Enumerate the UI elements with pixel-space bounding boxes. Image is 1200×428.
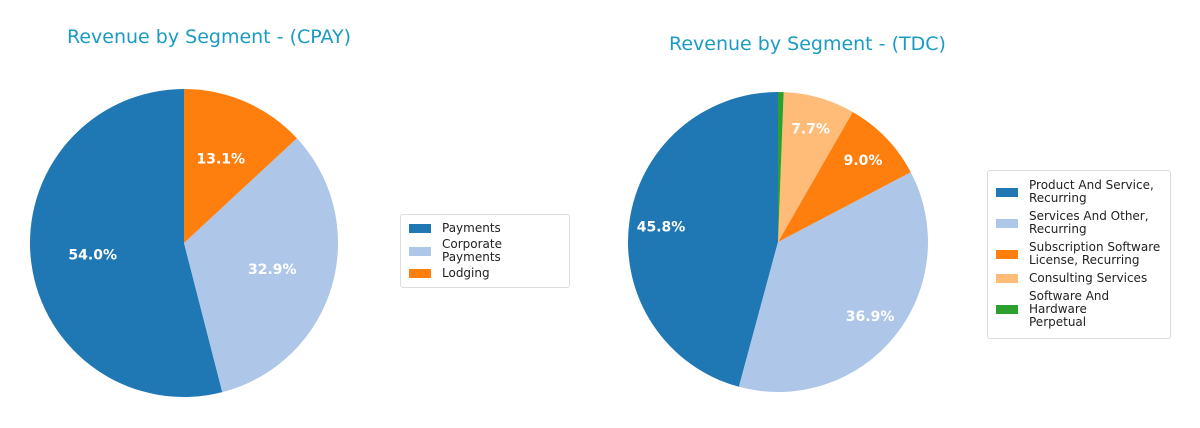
- legend-label: Payments: [442, 221, 501, 235]
- pie-slice: [184, 138, 338, 393]
- legend-label: Services And Other, Recurring: [1029, 209, 1149, 236]
- legend-swatch: [409, 246, 431, 256]
- legend-cpay: Payments Corporate Payments Lodging: [400, 214, 570, 288]
- slice-percent-label: 54.0%: [68, 248, 117, 264]
- pie-slice: [778, 92, 853, 242]
- legend-item: Services And Other, Recurring: [996, 210, 1162, 236]
- legend-item: Payments: [409, 222, 561, 235]
- legend-swatch: [996, 187, 1018, 197]
- slice-percent-label: 9.0%: [844, 153, 883, 169]
- chart-title-tdc: Revenue by Segment - (TDC): [669, 33, 946, 55]
- legend-item: Corporate Payments: [409, 238, 561, 264]
- legend-swatch: [409, 269, 431, 278]
- legend-swatch: [996, 274, 1018, 283]
- slice-percent-label: 7.7%: [791, 122, 830, 138]
- pie-slice: [29, 89, 223, 397]
- legend-tdc: Product And Service, Recurring Services An…: [987, 170, 1171, 339]
- legend-label: Subscription Software License, Recurring: [1029, 240, 1161, 267]
- legend-item: Software And Hardware Perpetual: [996, 290, 1162, 329]
- pie-slice: [184, 89, 297, 243]
- legend-label: Product And Service, Recurring: [1029, 178, 1154, 205]
- legend-item: Product And Service, Recurring: [996, 179, 1162, 205]
- legend-swatch: [996, 305, 1018, 314]
- pie-slice: [778, 92, 784, 242]
- legend-swatch: [409, 224, 431, 233]
- slice-percent-label: 13.1%: [197, 152, 246, 168]
- legend-swatch: [996, 218, 1018, 228]
- legend-label: Software And Hardware Perpetual: [1029, 289, 1110, 329]
- pie-slice: [627, 92, 778, 387]
- legend-label: Lodging: [442, 266, 490, 280]
- pie-slice: [778, 111, 911, 242]
- legend-label: Consulting Services: [1029, 271, 1148, 285]
- legend-item: Consulting Services: [996, 272, 1162, 285]
- slice-percent-label: 45.8%: [637, 219, 686, 235]
- legend-label: Corporate Payments: [442, 237, 502, 264]
- legend-item: Subscription Software License, Recurring: [996, 241, 1162, 267]
- pie-slice: [738, 172, 928, 392]
- slice-percent-label: 32.9%: [248, 262, 297, 278]
- legend-swatch: [996, 249, 1018, 259]
- legend-item: Lodging: [409, 267, 561, 280]
- chart-title-cpay: Revenue by Segment - (CPAY): [67, 26, 352, 48]
- slice-percent-label: 36.9%: [846, 309, 895, 325]
